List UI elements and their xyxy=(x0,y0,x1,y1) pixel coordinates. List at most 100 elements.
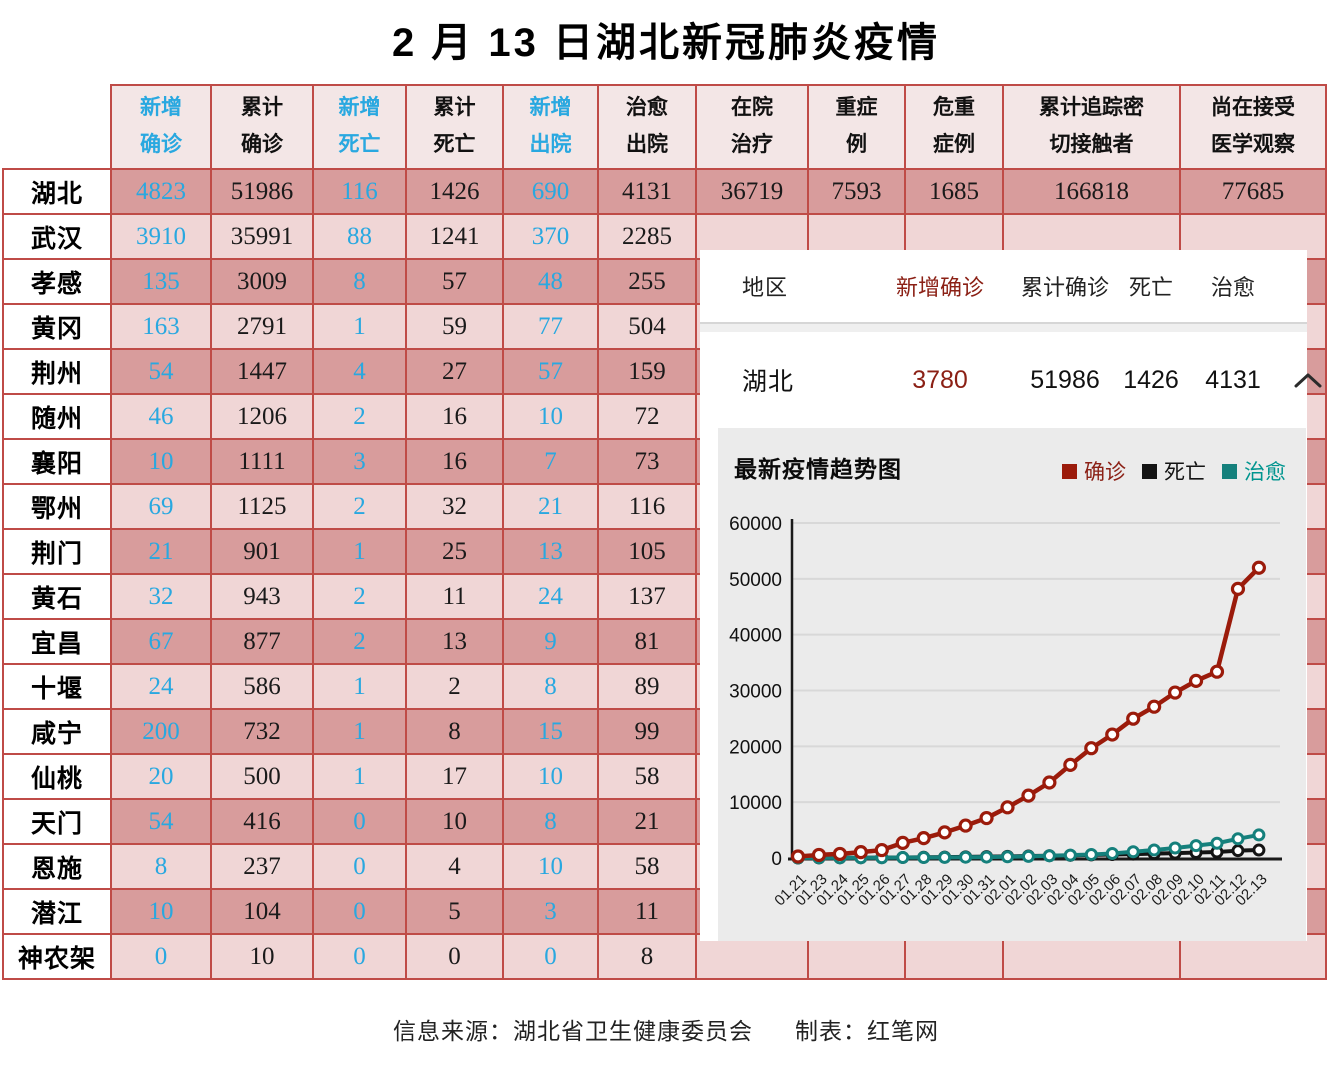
table-cell: 1241 xyxy=(405,213,504,260)
table-cell: 8 xyxy=(502,663,599,710)
table-cell: 89 xyxy=(597,663,697,710)
table-cell: 2 xyxy=(312,393,407,440)
row-label: 神农架 xyxy=(2,933,112,980)
data-point-confirmed xyxy=(874,842,889,858)
page-title: 2 月 13 日湖北新冠肺炎疫情 xyxy=(391,21,941,65)
data-point-confirmed xyxy=(811,847,827,863)
table-cell: 0 xyxy=(312,843,407,890)
table-cell: 54 xyxy=(110,348,212,395)
row-label: 随州 xyxy=(2,393,112,440)
table-head-row: 新增 确诊 累计 确诊 新增 死亡 累计 死亡 新增 出院 治愈 出院 在院 治疗 重症例危重 症例 累计追踪密… xyxy=(3,84,1327,170)
table-cell: 416 xyxy=(210,798,314,845)
table-cell: 10 xyxy=(502,393,599,440)
table-cell: 24 xyxy=(110,663,212,710)
legend-swatch-icon xyxy=(1142,463,1157,479)
svg-text:20000: 20000 xyxy=(729,737,782,758)
table-cell: 2285 xyxy=(597,213,697,260)
data-point-confirmed xyxy=(1021,788,1036,803)
table-cell: 8 xyxy=(597,933,697,980)
data-point-cured xyxy=(1252,828,1266,842)
row-label: 咸宁 xyxy=(2,708,112,755)
table-cell: 877 xyxy=(210,618,314,665)
footer-source: 信息来源：湖北省卫生健康委员会 xyxy=(393,1018,753,1044)
trend-chart: 0 10000 20000 30000 40000 50000 60000 01.21 01.2… xyxy=(718,428,1306,941)
table-cell: 8 xyxy=(110,843,212,890)
table-cell: 77 xyxy=(502,303,599,350)
data-point-confirmed xyxy=(958,818,973,833)
row-label: 荆州 xyxy=(2,348,112,395)
table-cell: 20 xyxy=(110,753,212,800)
table-cell: 116 xyxy=(312,168,407,215)
table-cell: 0 xyxy=(502,933,599,980)
row-label: 襄阳 xyxy=(2,438,112,485)
table-cell: 4 xyxy=(312,348,407,395)
table-cell: 99 xyxy=(597,708,697,755)
data-point-cured xyxy=(1210,836,1224,850)
table-cell: 77685 xyxy=(1179,168,1327,215)
table-cell: 8 xyxy=(502,798,599,845)
footer-maker: 制表：红笔网 xyxy=(795,1018,939,1044)
table-cell: 3910 xyxy=(110,213,212,260)
row-label: 武汉 xyxy=(2,213,112,260)
region-row-hubei[interactable]: 湖北 3780 51986 1426 4131 xyxy=(700,332,1322,428)
data-point-cured xyxy=(980,850,994,864)
region-cured: 4131 xyxy=(1205,365,1261,394)
table-cell: 104 xyxy=(210,888,314,935)
table-cell: 10 xyxy=(110,888,212,935)
table-cell: 54 xyxy=(110,798,212,845)
overlay-header-deaths: 死亡 xyxy=(1128,275,1173,300)
table-cell: 3 xyxy=(502,888,599,935)
table-cell: 35991 xyxy=(210,213,314,260)
region-detail-panel: 地区 新增确诊 累计确诊 死亡 治愈 湖北 3780 51986 1426 41… xyxy=(700,250,1322,941)
table-cell: 255 xyxy=(597,258,697,305)
data-point-confirmed xyxy=(1230,581,1246,596)
table-cell: 116 xyxy=(597,483,697,530)
data-point-cured xyxy=(1168,841,1182,855)
column-header: 尚在接受 医学观察 xyxy=(1179,84,1327,170)
table-cell: 1447 xyxy=(210,348,314,395)
chevron-up-icon[interactable] xyxy=(1294,373,1322,388)
table-cell: 32 xyxy=(405,483,504,530)
overlay-header-region: 地区 xyxy=(742,275,789,300)
data-point-confirmed xyxy=(1084,741,1099,756)
table-cell: 1 xyxy=(312,663,407,710)
data-point-cured xyxy=(1231,832,1245,846)
data-point-cured xyxy=(1063,848,1077,862)
table-cell: 1 xyxy=(312,528,407,575)
data-point-cured xyxy=(917,850,931,864)
table-cell: 137 xyxy=(597,573,697,620)
table-cell: 105 xyxy=(597,528,697,575)
panel-divider xyxy=(700,322,1307,332)
data-point-confirmed xyxy=(790,849,806,864)
row-label: 宜昌 xyxy=(2,618,112,665)
trend-chart-svg: 010000200003000040000500006000001.2101.2… xyxy=(729,514,1282,909)
data-point-confirmed xyxy=(979,810,994,826)
table-cell: 2791 xyxy=(210,303,314,350)
table-cell: 72 xyxy=(597,393,697,440)
data-point-cured xyxy=(1105,846,1119,860)
data-point-confirmed xyxy=(1000,800,1015,815)
data-point-confirmed xyxy=(1126,711,1141,726)
table-cell: 8 xyxy=(312,258,407,305)
table-cell: 15 xyxy=(502,708,599,755)
svg-text:60000: 60000 xyxy=(729,514,782,535)
row-label: 恩施 xyxy=(2,843,112,890)
table-cell: 17 xyxy=(405,753,504,800)
row-label: 荆门 xyxy=(2,528,112,575)
table-cell: 21 xyxy=(502,483,599,530)
table-cell: 1111 xyxy=(210,438,314,485)
legend-item-cured: 治愈 xyxy=(1222,456,1286,486)
data-point-confirmed xyxy=(832,846,848,862)
table-cell: 0 xyxy=(405,933,504,980)
data-point-cured xyxy=(1147,843,1161,857)
table-cell: 2 xyxy=(312,573,407,620)
data-point-confirmed xyxy=(1188,673,1204,688)
row-label: 仙桃 xyxy=(2,753,112,800)
table-cell: 48 xyxy=(502,258,599,305)
chart-legend: 确诊 死亡 治愈 xyxy=(1062,456,1286,486)
data-point-confirmed xyxy=(1105,727,1120,742)
svg-text:30000: 30000 xyxy=(729,682,782,703)
overlay-header-new-confirmed: 新增确诊 xyxy=(895,275,984,300)
column-header: 新增 确诊 xyxy=(110,84,212,170)
svg-text:10000: 10000 xyxy=(729,793,782,814)
